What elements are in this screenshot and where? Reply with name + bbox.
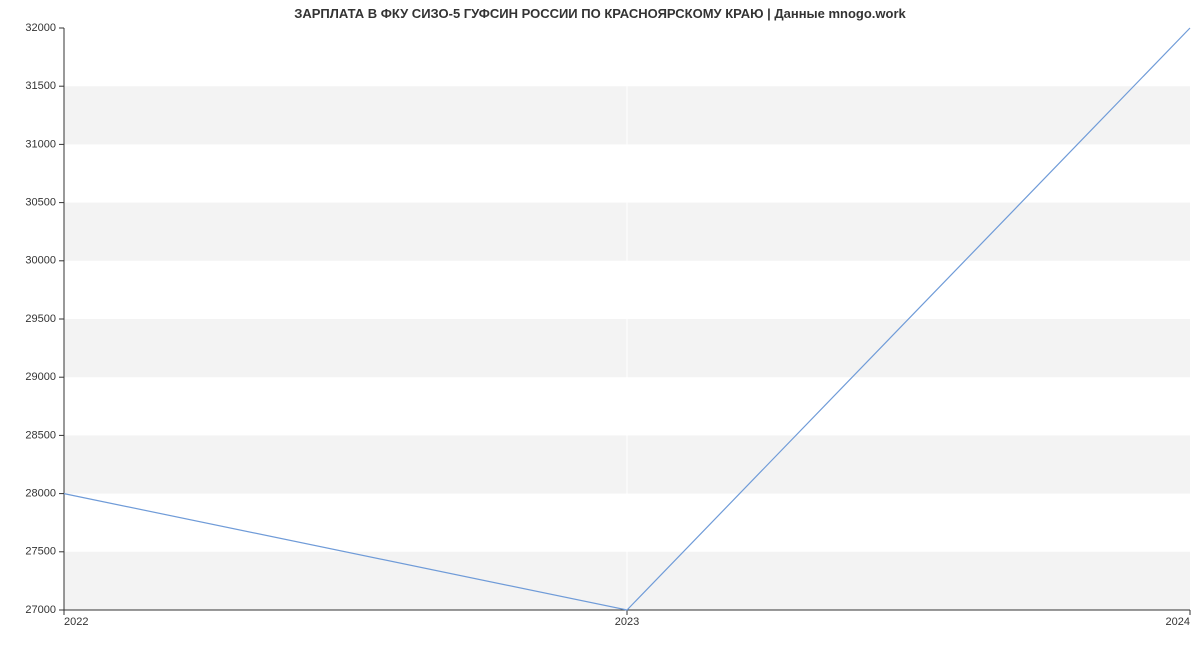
y-tick-label: 32000 xyxy=(25,22,56,34)
y-tick-label: 29500 xyxy=(25,313,56,325)
y-tick-label: 31500 xyxy=(25,80,56,92)
salary-chart: ЗАРПЛАТА В ФКУ СИЗО-5 ГУФСИН РОССИИ ПО К… xyxy=(0,0,1200,650)
y-tick-label: 27500 xyxy=(25,546,56,558)
y-tick-label: 29000 xyxy=(25,371,56,383)
y-tick-label: 30500 xyxy=(25,197,56,209)
x-tick-label: 2024 xyxy=(1166,616,1190,628)
chart-svg: 27000 27500 28000 28500 29000 29500 30000 30500… xyxy=(0,0,1200,650)
y-tick-label: 28000 xyxy=(25,488,56,500)
x-tick-label: 2023 xyxy=(615,616,639,628)
y-tick-label: 27000 xyxy=(25,604,56,616)
x-tick-label: 2022 xyxy=(64,616,88,628)
y-tick-label: 30000 xyxy=(25,255,56,267)
y-tick-label: 31000 xyxy=(25,138,56,150)
y-tick-label: 28500 xyxy=(25,429,56,441)
